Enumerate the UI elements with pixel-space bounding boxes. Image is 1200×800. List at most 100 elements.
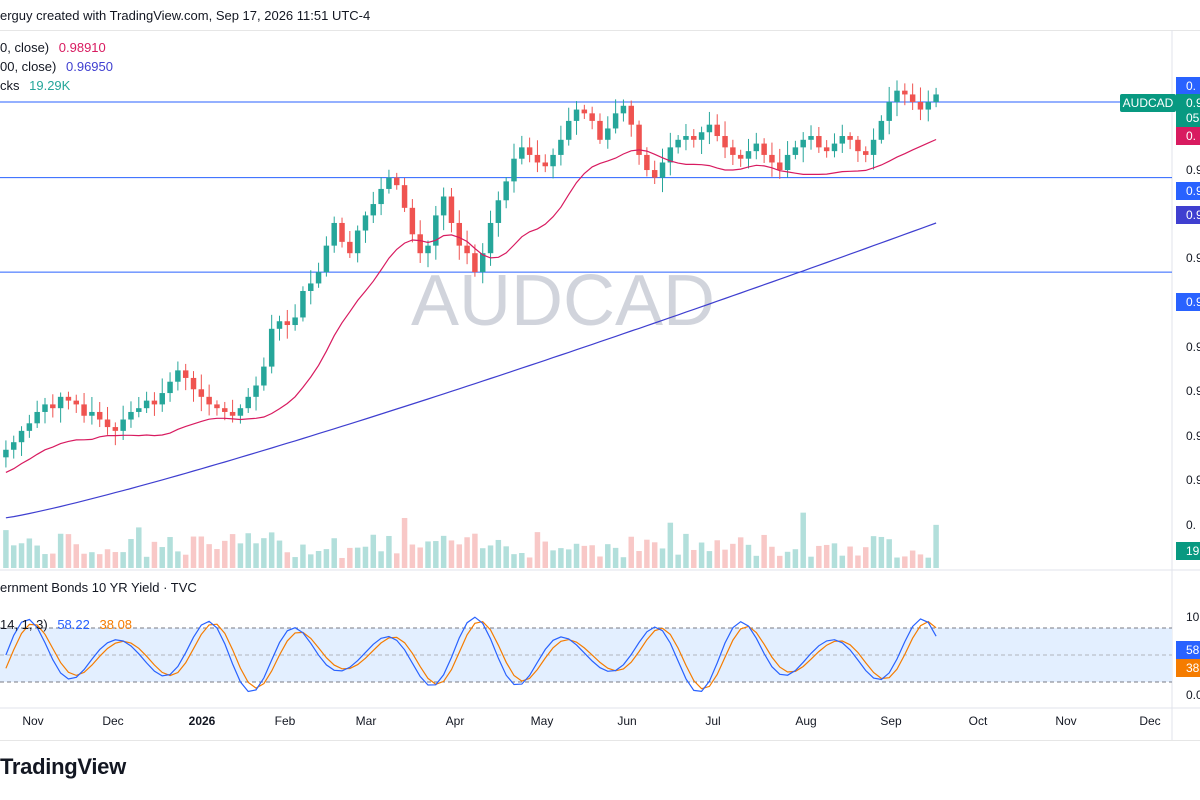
price-axis-label: 0.9 <box>1186 340 1200 354</box>
time-axis-label: May <box>531 714 554 728</box>
price-axis-label: 0. <box>1186 79 1196 93</box>
osc-axis-label: 58 <box>1186 643 1200 657</box>
volume-bar <box>206 544 212 568</box>
candle-body <box>636 124 642 155</box>
time-axis-label: Nov <box>22 714 43 728</box>
candle-body <box>292 317 298 326</box>
candle-body <box>667 147 674 163</box>
volume-bar <box>315 551 322 568</box>
legend-ma50[interactable]: 0, close) 0.98910 <box>0 40 106 55</box>
time-axis-label: Mar <box>356 714 377 728</box>
candle-body <box>354 230 361 254</box>
volume-bar <box>237 543 244 568</box>
volume-bar <box>870 536 877 568</box>
legend-volume[interactable]: cks 19.29K <box>0 78 70 93</box>
candle-body <box>261 366 267 386</box>
candle-body <box>917 102 924 110</box>
candle-body <box>737 154 744 159</box>
stoch-label: 14, 1, 3) <box>0 617 48 632</box>
candle-body <box>550 154 556 167</box>
stoch-d-value: 38.08 <box>99 617 133 632</box>
candle-body <box>323 245 330 273</box>
volume-bar <box>925 557 932 568</box>
candle-body <box>698 132 705 140</box>
volume-bar <box>347 547 353 568</box>
volume-bar <box>394 553 400 568</box>
candle-body <box>237 408 244 416</box>
volume-bar <box>339 557 345 568</box>
candle-body <box>50 404 56 409</box>
volume-bar <box>730 543 736 568</box>
volume-bar <box>456 544 463 568</box>
volume-bar <box>448 540 455 568</box>
volume-bar <box>401 517 408 568</box>
candle-body <box>823 147 830 152</box>
candle-body <box>769 154 775 163</box>
volume-bar <box>636 551 642 568</box>
price-axis-label: 19 <box>1186 544 1200 558</box>
volume-bar <box>581 545 588 568</box>
volume-bar <box>628 536 634 568</box>
volume-bar <box>245 533 251 568</box>
price-axis-label: 0. <box>1186 129 1196 143</box>
volume-bar <box>128 539 134 568</box>
osc-axis-label: 10 <box>1186 610 1200 624</box>
candle-body <box>182 370 189 378</box>
volume-bar <box>104 549 111 568</box>
legend-stochastic[interactable]: 14, 1, 3) 58.22 38.08 <box>0 617 132 632</box>
volume-bar <box>96 554 103 568</box>
volume-bar <box>167 537 173 568</box>
time-axis-label: Apr <box>446 714 465 728</box>
candle-body <box>487 222 494 254</box>
volume-bar <box>534 532 541 568</box>
time-axis-label: Dec <box>1139 714 1160 728</box>
symbol-tag-label: AUDCAD <box>1123 96 1174 110</box>
volume-bar <box>284 552 291 568</box>
candle-body <box>308 283 314 291</box>
volume-bar <box>81 553 87 568</box>
volume-bar <box>753 555 760 568</box>
candle-body <box>706 124 713 133</box>
volume-bar <box>519 552 525 568</box>
candle-body <box>128 411 134 420</box>
candle-body <box>378 188 384 205</box>
volume-bar <box>417 547 423 568</box>
candle-body <box>104 419 111 428</box>
candle-body <box>42 404 48 412</box>
volume-bar <box>214 549 220 568</box>
candle-body <box>362 215 369 231</box>
legend-ma200-label: 00, close) <box>0 59 57 74</box>
volume-bar <box>792 549 799 568</box>
candle-body <box>386 177 392 189</box>
candle-body <box>479 253 486 273</box>
volume-bar <box>464 537 470 568</box>
ma200-line <box>5 222 937 519</box>
volume-bar <box>26 538 33 568</box>
volume-bar <box>487 545 494 568</box>
volume-bar <box>526 557 533 568</box>
candle-body <box>589 113 595 121</box>
candle-body <box>855 139 861 152</box>
volume-bar <box>354 547 361 568</box>
price-tag-bg <box>1176 293 1200 311</box>
tradingview-logo[interactable]: TradingView <box>0 754 126 779</box>
candle-body <box>81 404 87 416</box>
price-tag-bg <box>1176 77 1200 95</box>
symbol-watermark: AUDCAD <box>411 261 715 341</box>
volume-bar <box>222 540 228 568</box>
volume-bar <box>745 544 752 568</box>
price-tag-bg <box>1176 127 1200 145</box>
volume-bar <box>909 550 916 568</box>
volume-bar <box>409 544 416 568</box>
volume-bar <box>683 533 689 568</box>
candle-body <box>628 105 634 125</box>
candle-body <box>784 154 791 171</box>
volume-bar <box>597 556 603 568</box>
candle-body <box>730 147 736 155</box>
legend-ma200[interactable]: 00, close) 0.96950 <box>0 59 113 74</box>
candle-body <box>370 204 377 216</box>
volume-bar <box>612 547 619 568</box>
volume-bar <box>73 544 79 568</box>
volume-bar <box>10 545 17 568</box>
